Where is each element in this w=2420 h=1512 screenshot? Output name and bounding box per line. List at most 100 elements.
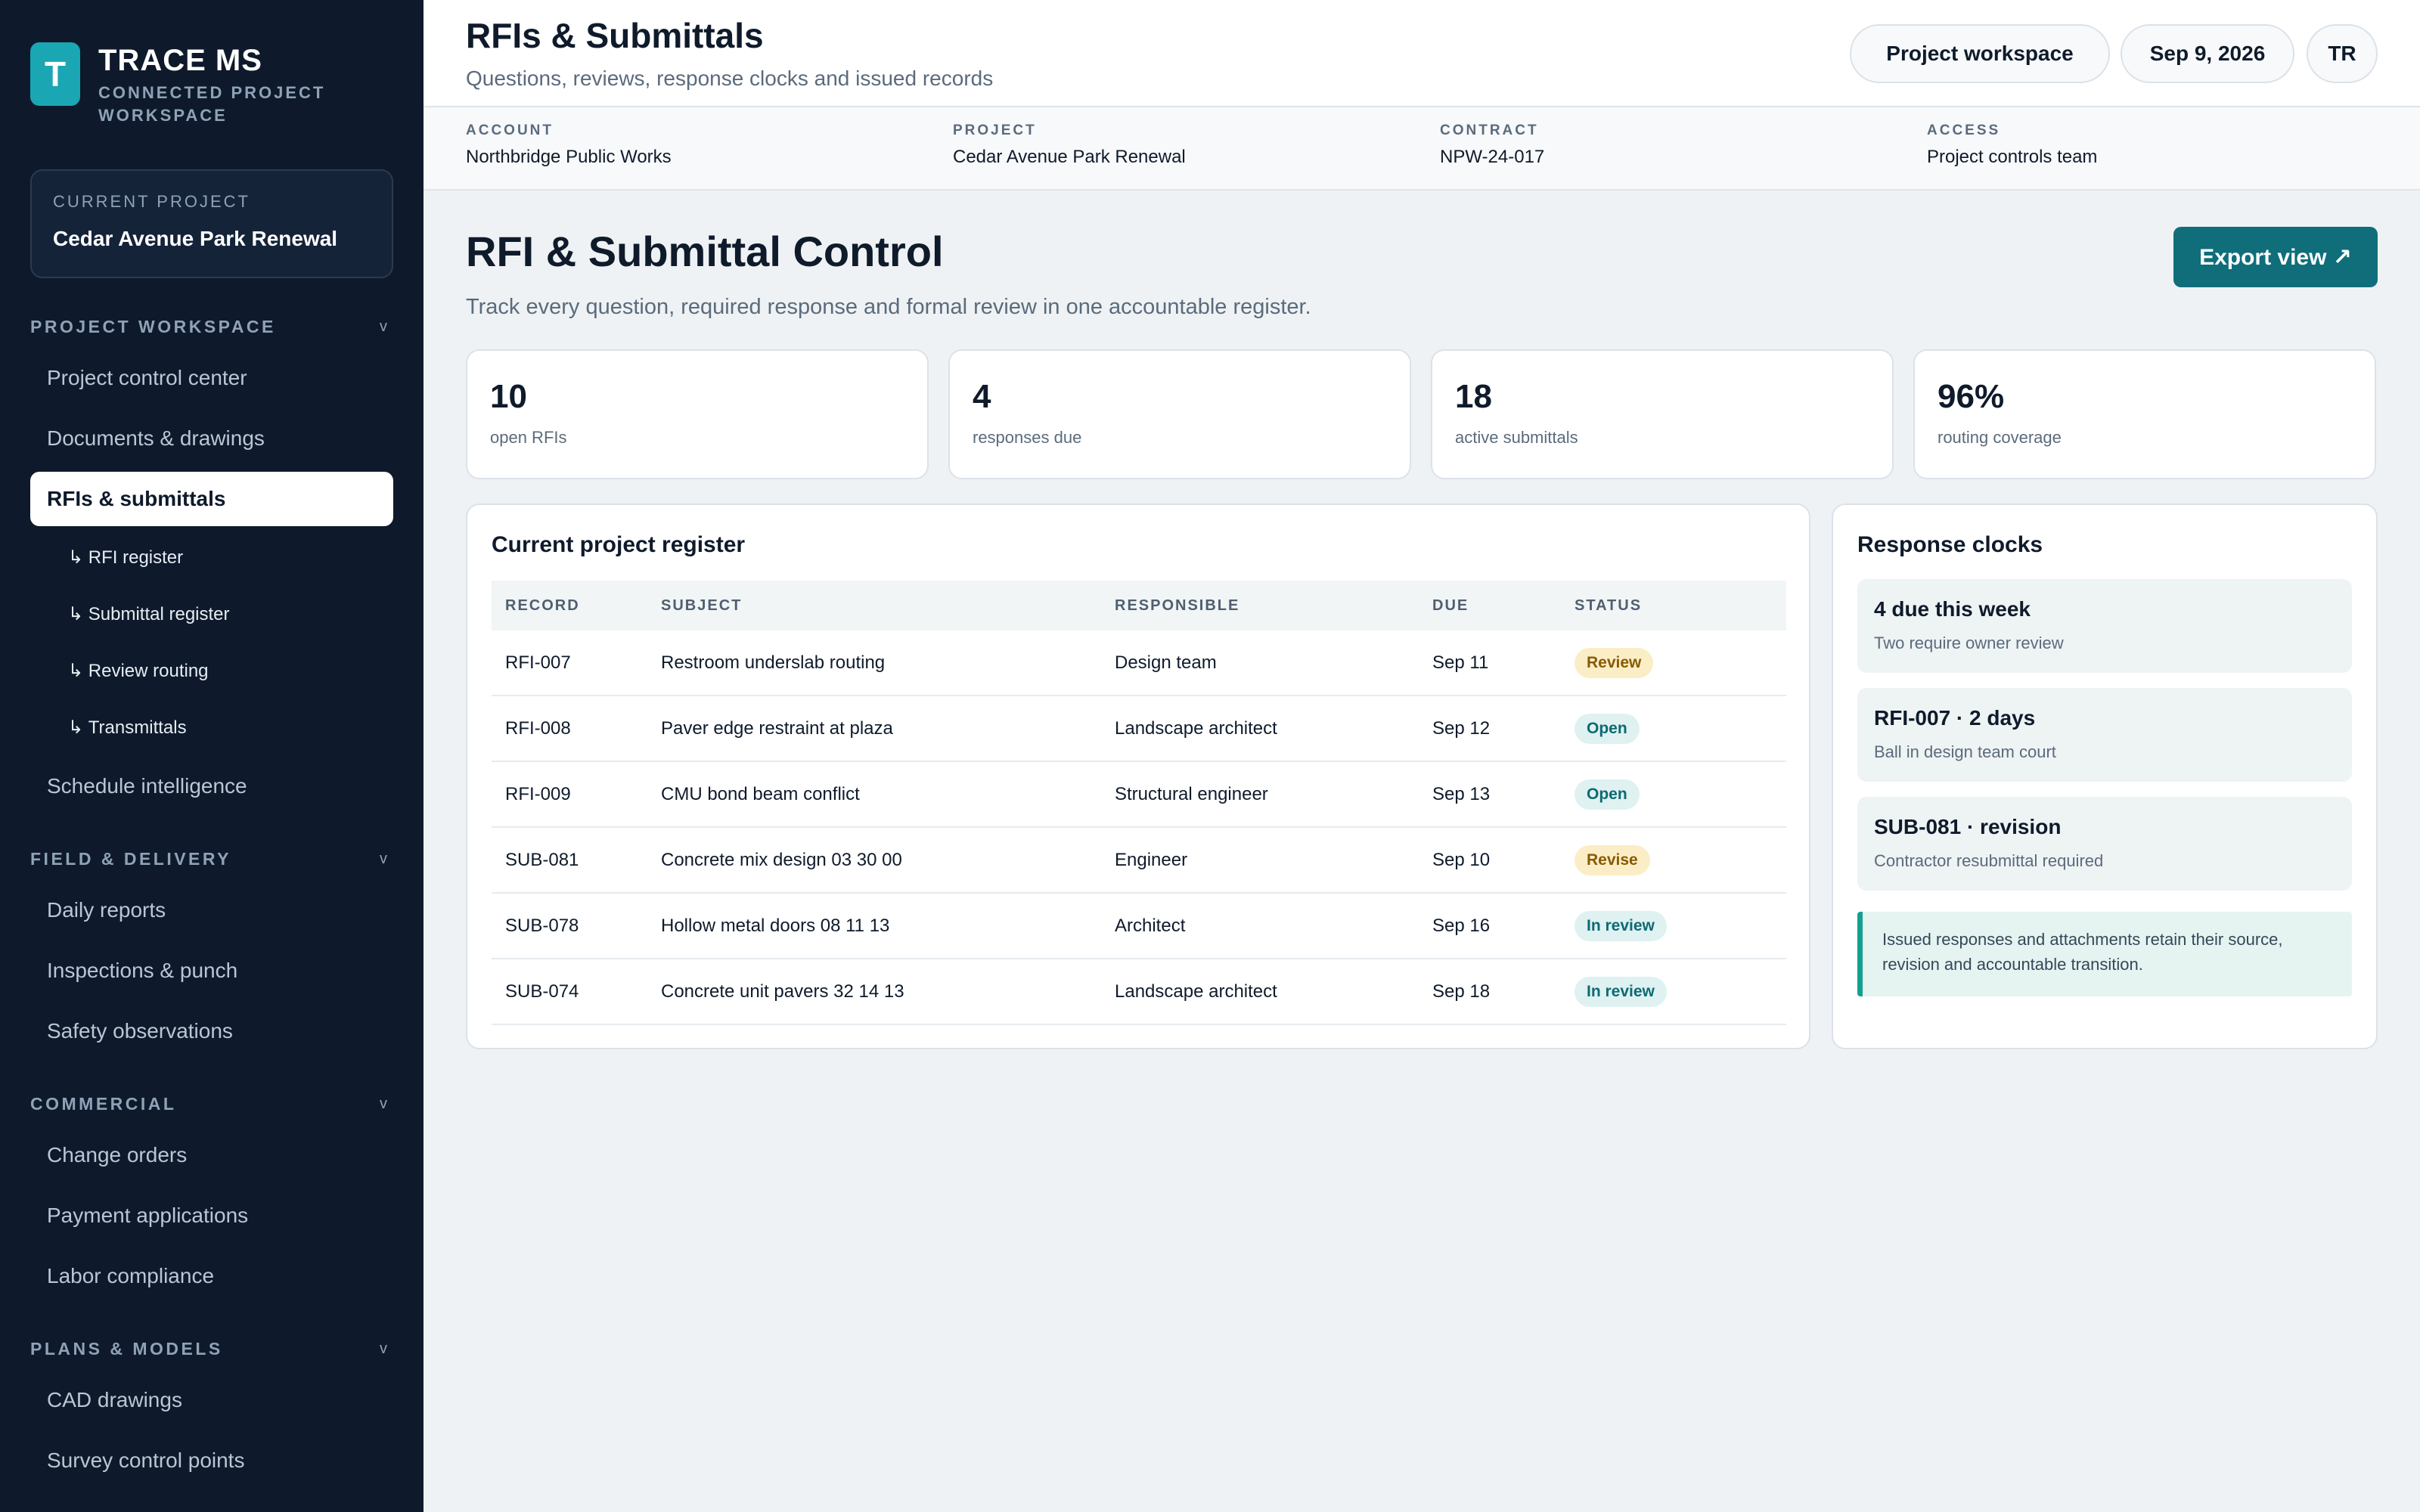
sidebar-subitem-review-routing[interactable]: ↳ Review routing <box>30 643 393 699</box>
nav-section-label: Field & delivery <box>30 848 231 869</box>
workspace-chip[interactable]: Project workspace <box>1850 24 2110 83</box>
sidebar-item-documents-drawings[interactable]: Documents & drawings <box>47 426 265 450</box>
sidebar-item-cad-drawings[interactable]: CAD drawings <box>47 1388 182 1411</box>
brand[interactable]: T TRACE MS Connected project workspace <box>30 42 355 127</box>
kpi-active-submittals: 18 active submittals <box>1431 349 1894 479</box>
nav-section-label: Plans & models <box>30 1338 223 1359</box>
register-title: Current project register <box>492 532 746 557</box>
meta-access: Access Project controls team <box>1927 122 2097 168</box>
sidebar-item-safety-observations[interactable]: Safety observations <box>47 1019 233 1043</box>
sidebar-subitem-transmittals[interactable]: ↳ Transmittals <box>30 699 393 756</box>
sidebar: T TRACE MS Connected project workspace C… <box>0 0 424 1512</box>
clock-title: 4 due this week <box>1874 597 2031 621</box>
table-row[interactable]: SUB-074 Concrete unit pavers 32 14 13 Land… <box>492 959 1786 1025</box>
clock-subtitle: Contractor resubmittal required <box>1874 851 2104 870</box>
kpi-value: 4 <box>973 378 991 415</box>
sidebar-item-bim-coordination[interactable]: BIM coordination <box>30 1491 393 1512</box>
cell-status: Open <box>1575 713 1786 744</box>
table-row[interactable]: SUB-078 Hollow metal doors 08 11 13 Archit… <box>492 894 1786 959</box>
cell-due: Sep 10 <box>1432 849 1491 870</box>
column-header-responsible[interactable]: Responsible <box>1115 596 1240 614</box>
kpi-label: open RFIs <box>490 428 567 447</box>
clock-card[interactable]: 4 due this week Two require owner review <box>1857 579 2352 673</box>
chevron-down-icon: v <box>380 1340 387 1357</box>
kpi-responses-due: 4 responses due <box>948 349 1411 479</box>
column-header-record[interactable]: Record <box>505 596 580 614</box>
sidebar-item-schedule-intelligence[interactable]: Schedule intelligence <box>47 774 247 798</box>
nav-section-label: Project workspace <box>30 316 276 336</box>
cell-status: In review <box>1575 976 1786 1007</box>
meta-value: Northbridge Public Works <box>466 147 672 167</box>
project-meta-bar: Account Northbridge Public Works Project… <box>424 107 2420 191</box>
date-chip[interactable]: Sep 9, 2026 <box>2121 24 2294 83</box>
sidebar-item-daily-reports[interactable]: Daily reports <box>47 898 166 922</box>
response-clocks-panel: Response clocks 4 due this week Two requ… <box>1832 503 2378 1049</box>
clock-title: SUB-081 · revision <box>1874 815 2062 838</box>
sidebar-subitem-label: Submittal register <box>88 603 230 624</box>
avatar[interactable]: TR <box>2307 24 2378 83</box>
kpi-label: responses due <box>973 428 1082 447</box>
cell-record: RFI-008 <box>505 717 571 739</box>
section-subtitle: Track every question, required response … <box>466 295 1311 319</box>
sidebar-subitem-rfi-register[interactable]: ↳ RFI register <box>30 529 393 586</box>
cell-due: Sep 12 <box>1432 717 1491 739</box>
sidebar-subitem-label: Transmittals <box>88 717 187 738</box>
sub-arrow-icon: ↳ <box>68 717 84 738</box>
meta-key: Project <box>953 122 1037 138</box>
export-view-button[interactable]: Export view ↗ <box>2173 227 2378 287</box>
brand-subtitle: Connected project workspace <box>98 83 326 125</box>
table-row[interactable]: RFI-009 CMU bond beam conflict Structural … <box>492 762 1786 828</box>
cell-responsible: Structural engineer <box>1115 783 1268 804</box>
nav-section-commercial[interactable]: Commercial v <box>30 1083 393 1125</box>
nav-section-project-workspace[interactable]: Project workspace v <box>30 305 393 348</box>
cell-subject: Concrete mix design 03 30 00 <box>661 849 902 870</box>
status-badge: In review <box>1575 910 1667 941</box>
status-badge: Open <box>1575 779 1640 810</box>
clock-card[interactable]: RFI-007 · 2 days Ball in design team cou… <box>1857 688 2352 782</box>
sidebar-item-change-orders[interactable]: Change orders <box>47 1143 188 1167</box>
kpi-label: active submittals <box>1455 428 1578 447</box>
cell-record: SUB-078 <box>505 915 579 936</box>
cell-status: Review <box>1575 647 1786 678</box>
status-badge: In review <box>1575 976 1667 1007</box>
current-project-card[interactable]: Current project Cedar Avenue Park Renewa… <box>30 169 393 278</box>
status-badge: Review <box>1575 647 1654 678</box>
sub-arrow-icon: ↳ <box>68 547 84 568</box>
table-row[interactable]: RFI-007 Restroom underslab routing Design … <box>492 631 1786 696</box>
sidebar-item-labor-compliance[interactable]: Labor compliance <box>47 1264 215 1287</box>
table-row[interactable]: RFI-008 Paver edge restraint at plaza Land… <box>492 696 1786 762</box>
sidebar-item-project-control-center[interactable]: Project control center <box>47 366 247 389</box>
sidebar-item-rfis-submittals[interactable]: RFIs & submittals <box>30 472 393 526</box>
sidebar-subitem-submittal-register[interactable]: ↳ Submittal register <box>30 586 393 643</box>
sub-arrow-icon: ↳ <box>68 661 84 681</box>
meta-value: Project controls team <box>1927 147 2098 167</box>
table-row[interactable]: SUB-081 Concrete mix design 03 30 00 Engin… <box>492 828 1786 894</box>
column-header-subject[interactable]: Subject <box>661 596 743 614</box>
column-header-status[interactable]: Status <box>1575 596 1643 614</box>
kpi-label: routing coverage <box>1938 428 2062 447</box>
clock-subtitle: Two require owner review <box>1874 634 2064 652</box>
clock-card[interactable]: SUB-081 · revision Contractor resubmitta… <box>1857 797 2352 891</box>
table-body: RFI-007 Restroom underslab routing Design … <box>492 631 1786 1025</box>
cell-record: RFI-007 <box>505 652 571 673</box>
meta-account: Account Northbridge Public Works <box>466 122 672 168</box>
cell-subject: Paver edge restraint at plaza <box>661 717 893 739</box>
cell-status: In review <box>1575 910 1786 941</box>
register-table: Record Subject Responsible Due Status RF… <box>492 581 1786 1025</box>
nav-section-plans-models[interactable]: Plans & models v <box>30 1328 393 1370</box>
status-badge: Revise <box>1575 844 1650 875</box>
cell-responsible: Landscape architect <box>1115 981 1277 1002</box>
chevron-down-icon: v <box>380 318 387 335</box>
cell-due: Sep 11 <box>1432 652 1489 673</box>
cell-record: RFI-009 <box>505 783 571 804</box>
page-title: RFIs & Submittals <box>466 16 764 55</box>
clock-subtitle: Ball in design team court <box>1874 742 2056 761</box>
kpi-value: 10 <box>490 378 527 415</box>
nav-section-field-delivery[interactable]: Field & delivery v <box>30 838 393 880</box>
kpi-routing-coverage: 96% routing coverage <box>1913 349 2376 479</box>
sidebar-item-payment-applications[interactable]: Payment applications <box>47 1204 249 1227</box>
sidebar-item-inspections-punch[interactable]: Inspections & punch <box>47 959 238 982</box>
sidebar-item-survey-control-points[interactable]: Survey control points <box>47 1448 245 1472</box>
column-header-due[interactable]: Due <box>1432 596 1469 614</box>
current-project-label: Current project <box>53 192 250 211</box>
